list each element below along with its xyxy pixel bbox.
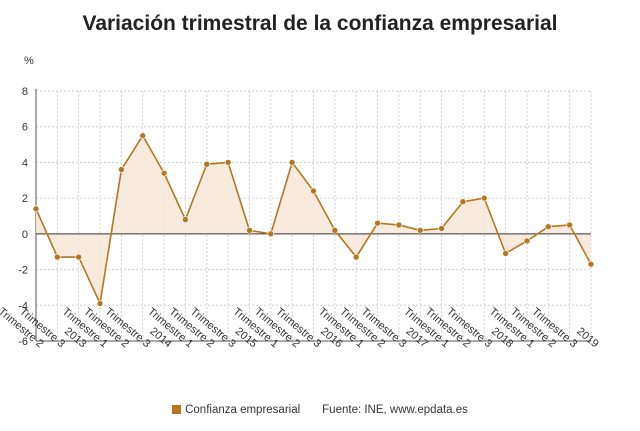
data-point [480, 194, 488, 202]
data-point [182, 216, 189, 223]
data-point [566, 221, 573, 229]
data-point [587, 260, 595, 268]
data-point [160, 169, 168, 177]
data-point [374, 219, 381, 227]
y-tick-label: 2 [22, 193, 28, 205]
y-tick-label: -4 [18, 300, 28, 312]
source-note: Fuente: INE, www.epdata.es [322, 404, 468, 416]
y-tick-label: 6 [22, 122, 28, 134]
y-tick-label: 4 [22, 157, 28, 169]
chart-title: Variación trimestral de la confianza emp… [82, 12, 558, 35]
data-point [459, 198, 467, 206]
data-point [54, 253, 61, 261]
data-point [545, 223, 552, 231]
data-point [502, 250, 509, 257]
data-point [118, 166, 125, 173]
y-tick-label: 8 [22, 86, 28, 98]
data-point [96, 300, 104, 307]
data-point [139, 132, 147, 139]
y-tick-label: 0 [22, 229, 28, 241]
data-point [438, 225, 445, 232]
legend-label: Confianza empresarial [185, 404, 301, 416]
y-axis-label: % [24, 55, 34, 67]
data-point [395, 221, 403, 229]
series-area [36, 135, 591, 304]
data-point [267, 230, 275, 238]
data-point [310, 187, 317, 195]
data-point [352, 253, 360, 261]
legend: Confianza empresarial Fuente: INE, www.ep… [0, 404, 640, 416]
data-point [331, 226, 339, 234]
data-point [224, 159, 232, 166]
data-point [523, 237, 531, 245]
data-point [288, 159, 296, 166]
data-point [246, 226, 253, 234]
data-point [75, 253, 82, 261]
data-point [203, 160, 211, 168]
y-tick-label: -2 [18, 265, 28, 277]
data-point [32, 205, 40, 213]
data-point [416, 226, 424, 234]
y-tick-label: -6 [18, 336, 28, 348]
legend-swatch [172, 405, 182, 414]
x-tick-label: 2019 [574, 325, 600, 350]
